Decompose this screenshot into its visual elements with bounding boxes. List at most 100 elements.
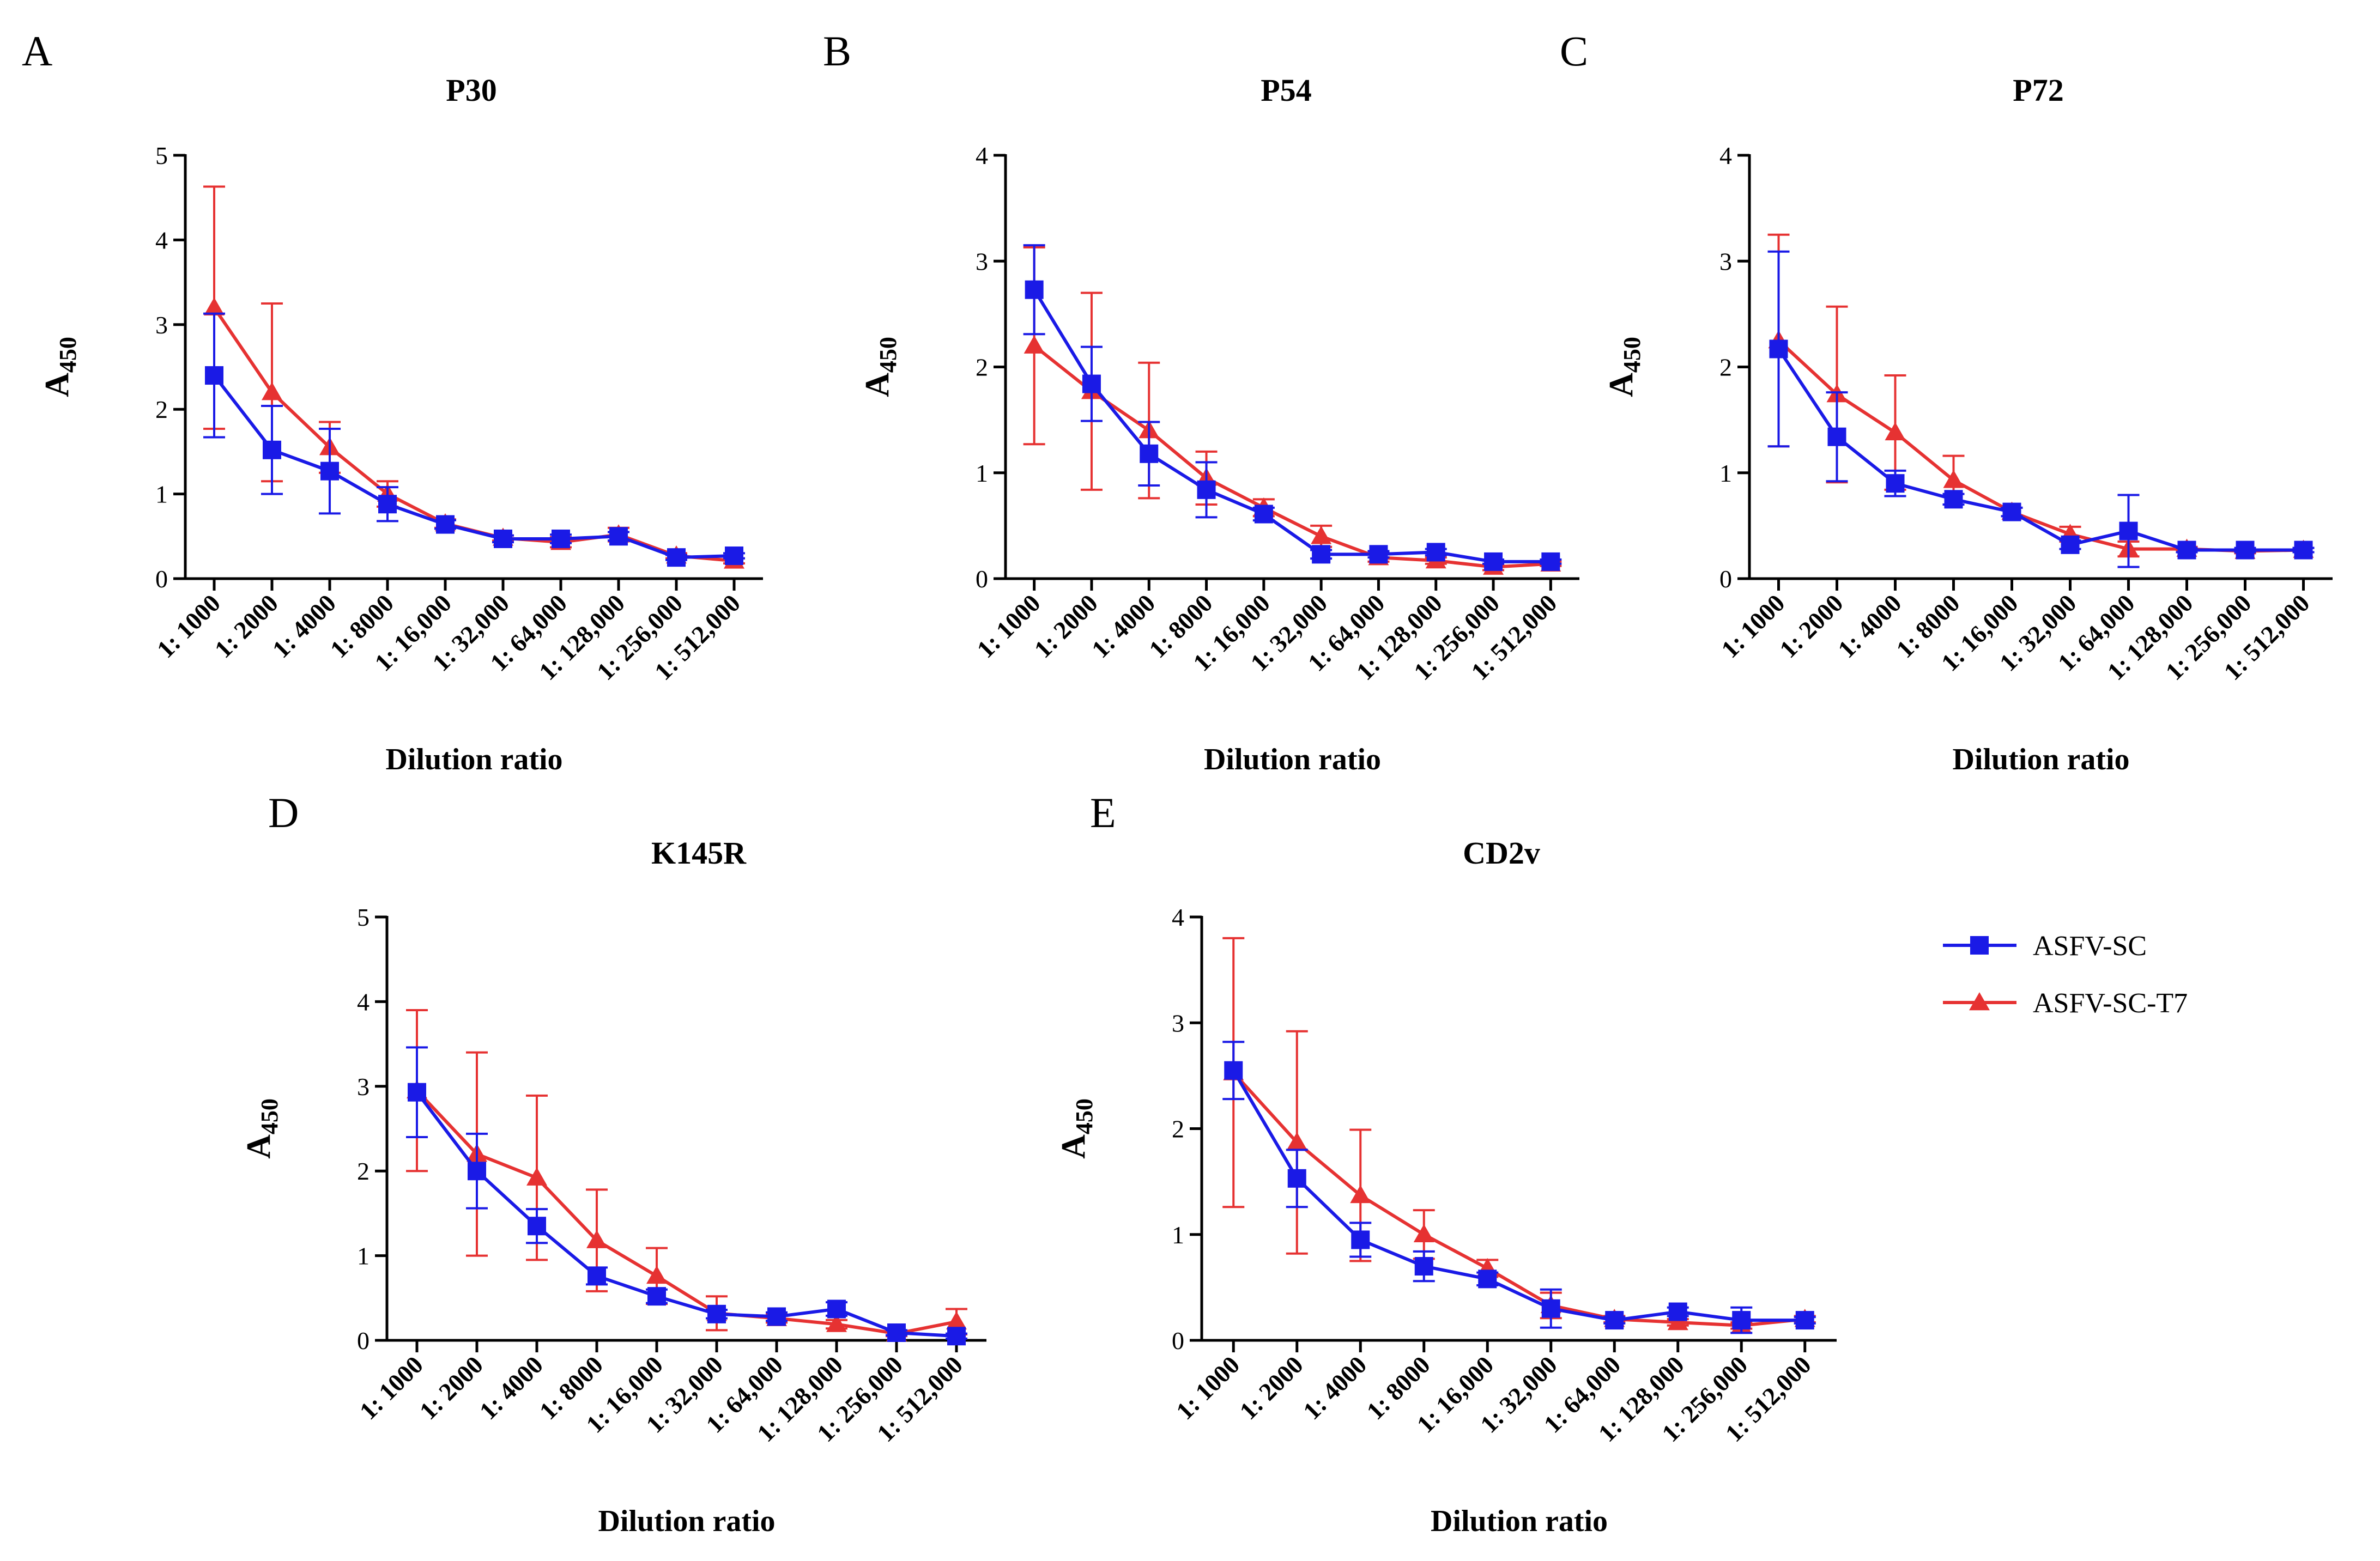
data-point bbox=[1025, 280, 1044, 299]
y-axis-title-subscript: 450 bbox=[1619, 337, 1645, 373]
x-tick-label: 1: 1000 bbox=[152, 589, 226, 663]
series-asfv-sc bbox=[203, 312, 745, 567]
data-point bbox=[1286, 1132, 1307, 1151]
data-point bbox=[1541, 1299, 1560, 1318]
y-tick-label: 1 bbox=[357, 1242, 370, 1270]
x-axis-title: Dilution ratio bbox=[598, 1504, 775, 1538]
series-line bbox=[213, 307, 735, 563]
y-tick-label: 4 bbox=[357, 988, 370, 1016]
data-point bbox=[588, 1266, 606, 1285]
data-point bbox=[1426, 543, 1445, 562]
series-asfv-sc-t7 bbox=[1023, 246, 1562, 575]
data-point bbox=[1254, 505, 1273, 524]
data-point bbox=[946, 1311, 967, 1330]
data-point bbox=[468, 1162, 486, 1181]
y-tick-label: 4 bbox=[1719, 142, 1732, 169]
series-line bbox=[415, 1091, 957, 1338]
y-tick-label: 4 bbox=[1172, 903, 1184, 931]
panel-letter: C bbox=[1560, 27, 1588, 75]
data-point bbox=[2236, 540, 2255, 560]
x-tick-label: 1: 2000 bbox=[1234, 1351, 1308, 1425]
series-asfv-sc bbox=[406, 1046, 967, 1346]
panel-letter: A bbox=[22, 27, 52, 75]
x-tick-label: 1: 2000 bbox=[414, 1351, 488, 1425]
y-tick-label: 2 bbox=[1719, 354, 1732, 381]
data-point bbox=[2119, 521, 2138, 540]
data-point bbox=[1827, 427, 1846, 446]
series-line bbox=[1033, 344, 1551, 569]
x-tick-label: 1: 2000 bbox=[209, 589, 283, 663]
x-axis-title: Dilution ratio bbox=[1952, 743, 2129, 776]
data-point bbox=[1795, 1311, 1814, 1330]
data-point bbox=[1943, 470, 1964, 488]
chart-title: P54 bbox=[1261, 72, 1311, 108]
data-point bbox=[667, 548, 686, 567]
y-tick-label: 1 bbox=[155, 481, 168, 508]
series-line bbox=[1033, 289, 1551, 563]
y-axis-title: A450 bbox=[859, 337, 901, 397]
y-axis-title: A450 bbox=[39, 337, 81, 397]
series-line bbox=[415, 1089, 957, 1335]
y-axis-title-main: A bbox=[1055, 1134, 1092, 1159]
x-tick-label: 1: 2000 bbox=[1774, 589, 1848, 663]
series-asfv-sc bbox=[1222, 1041, 1816, 1334]
series-asfv-sc-t7 bbox=[406, 1009, 967, 1341]
legend: ASFV-SC ASFV-SC-T7 bbox=[1943, 931, 2188, 1019]
data-point bbox=[725, 546, 743, 566]
y-tick-label: 4 bbox=[155, 226, 168, 254]
data-point bbox=[552, 529, 570, 548]
x-tick-label: 1: 4000 bbox=[474, 1351, 548, 1425]
y-tick-label: 0 bbox=[976, 565, 988, 593]
data-point bbox=[1024, 335, 1045, 354]
data-point bbox=[646, 1265, 667, 1284]
chart-title: P30 bbox=[446, 72, 496, 108]
y-axis-title-main: A bbox=[39, 373, 76, 397]
y-axis-title: A450 bbox=[1603, 337, 1645, 397]
data-point bbox=[1668, 1302, 1687, 1321]
chart-title: CD2v bbox=[1463, 835, 1540, 871]
data-point bbox=[2061, 535, 2080, 554]
y-axis-title: A450 bbox=[240, 1098, 283, 1159]
data-point bbox=[609, 527, 628, 546]
y-axis-title-subscript: 450 bbox=[1071, 1098, 1098, 1134]
data-point bbox=[526, 1167, 547, 1186]
data-point bbox=[1541, 552, 1560, 571]
y-tick-label: 0 bbox=[1172, 1327, 1184, 1355]
y-tick-label: 1 bbox=[1172, 1221, 1184, 1249]
y-axis-title-subscript: 450 bbox=[54, 337, 81, 373]
data-point bbox=[494, 529, 512, 548]
panel-letter: E bbox=[1090, 789, 1116, 836]
y-tick-label: 5 bbox=[357, 903, 370, 931]
y-tick-label: 3 bbox=[1719, 247, 1732, 275]
x-axis-title: Dilution ratio bbox=[1204, 743, 1381, 776]
series-asfv-sc bbox=[1023, 244, 1562, 571]
y-axis-title-main: A bbox=[240, 1134, 277, 1159]
data-point bbox=[1197, 480, 1216, 499]
y-axis-title-main: A bbox=[859, 373, 896, 397]
x-axis-title: Dilution ratio bbox=[385, 743, 562, 776]
y-tick-label: 0 bbox=[357, 1327, 370, 1355]
y-tick-label: 1 bbox=[1719, 459, 1732, 487]
x-tick-label: 1: 1000 bbox=[971, 589, 1045, 663]
data-point bbox=[1667, 1311, 1688, 1331]
legend-item-asfv-sc-t7: ASFV-SC-T7 bbox=[1943, 988, 2188, 1019]
data-point bbox=[1311, 526, 1332, 544]
y-tick-label: 3 bbox=[155, 311, 168, 339]
data-point bbox=[262, 382, 282, 400]
data-point bbox=[320, 461, 339, 481]
series-line bbox=[213, 374, 735, 560]
y-tick-label: 4 bbox=[976, 142, 988, 169]
data-point bbox=[1224, 1061, 1243, 1080]
data-point bbox=[1484, 552, 1503, 571]
data-point bbox=[1369, 545, 1388, 564]
data-point bbox=[378, 495, 397, 514]
series-line bbox=[1777, 339, 2304, 553]
series-line bbox=[1232, 1070, 1805, 1322]
data-point bbox=[1886, 474, 1905, 493]
data-point bbox=[1082, 374, 1101, 393]
legend-marker bbox=[1969, 992, 1990, 1011]
